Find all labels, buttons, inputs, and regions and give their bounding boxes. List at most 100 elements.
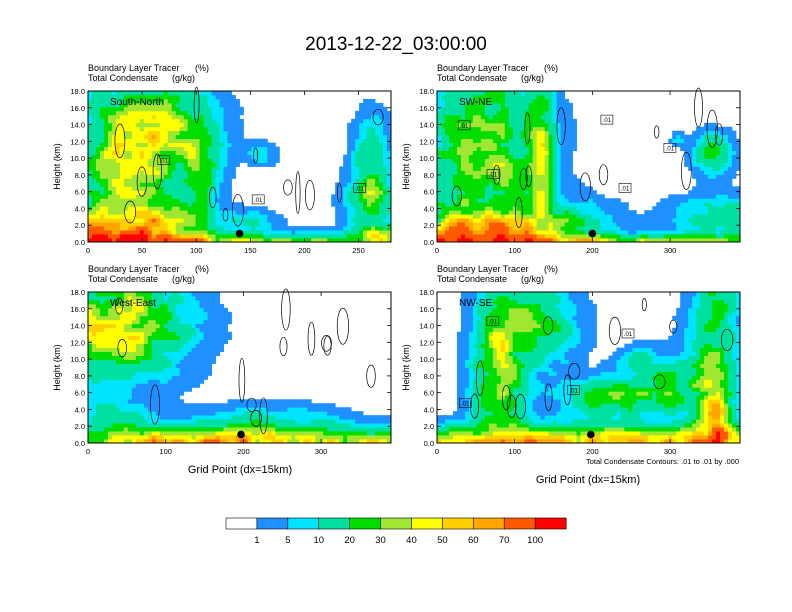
field-cell — [351, 170, 356, 175]
field-cell — [720, 162, 725, 167]
field-cell — [448, 214, 454, 219]
field-cell — [440, 94, 446, 100]
field-cell — [472, 126, 478, 132]
field-cell — [99, 315, 105, 321]
field-cell — [708, 198, 713, 203]
field-cell — [99, 230, 105, 235]
field-cell — [99, 170, 105, 175]
field-cell — [672, 238, 677, 243]
field-cell — [111, 222, 117, 227]
field-cell — [496, 146, 502, 151]
field-cell — [191, 114, 197, 120]
field-cell — [520, 118, 526, 124]
field-cell — [203, 186, 209, 191]
field-cell — [99, 190, 105, 195]
field-cell — [103, 311, 109, 317]
field-cell — [159, 158, 165, 163]
field-cell — [107, 315, 113, 321]
field-cell — [359, 138, 364, 144]
field-cell — [548, 182, 554, 187]
field-cell — [724, 162, 729, 167]
field-cell — [516, 238, 522, 243]
field-cell — [147, 98, 153, 104]
field-cell — [512, 154, 518, 159]
field-cell — [147, 146, 153, 151]
field-cell — [437, 238, 442, 243]
field-cell — [143, 427, 149, 432]
field-cell — [728, 146, 733, 151]
field-cell — [508, 190, 514, 195]
field-cell — [139, 222, 145, 227]
field-cell — [151, 391, 157, 396]
field-cell — [171, 130, 177, 136]
field-cell — [560, 194, 565, 199]
field-cell — [107, 335, 113, 341]
y-tick-label: 4.0 — [75, 204, 85, 213]
field-cell — [363, 230, 368, 235]
field-cell — [375, 198, 380, 203]
field-cell — [708, 142, 713, 148]
figure-title: 2013-12-22_03:00:00 — [305, 34, 487, 55]
field-cell — [283, 226, 288, 231]
field-cell — [91, 307, 97, 313]
field-cell — [95, 230, 101, 235]
field-cell — [367, 110, 372, 116]
field-cell — [131, 379, 137, 384]
field-cell — [556, 142, 561, 148]
field-cell — [131, 383, 137, 388]
field-cell — [680, 206, 685, 211]
field-cell — [464, 154, 470, 159]
field-cell — [163, 395, 169, 400]
field-cell — [536, 198, 542, 203]
field-cell — [604, 214, 609, 219]
field-cell — [119, 98, 125, 104]
field-cell — [343, 214, 348, 219]
field-cell — [387, 138, 392, 144]
field-cell — [724, 230, 729, 235]
field-cell — [179, 106, 185, 112]
field-cell — [139, 150, 145, 155]
field-cell — [452, 182, 458, 187]
field-cell — [508, 138, 514, 144]
field-cell — [532, 238, 538, 243]
field-cell — [371, 102, 376, 108]
field-cell — [492, 230, 498, 235]
field-cell — [143, 166, 149, 171]
field-cell — [676, 202, 681, 207]
field-cell — [732, 194, 737, 199]
field-cell — [532, 150, 538, 155]
field-cell — [504, 126, 510, 132]
field-cell — [139, 218, 145, 223]
field-cell — [448, 102, 454, 108]
field-cell — [540, 162, 546, 167]
field-cell — [115, 214, 121, 219]
field-cell — [207, 202, 212, 207]
field-cell — [223, 182, 228, 187]
field-cell — [139, 174, 145, 179]
field-cell — [163, 222, 169, 227]
field-cell — [259, 146, 264, 151]
field-cell — [163, 178, 169, 183]
field-cell — [111, 91, 117, 96]
field-cell — [195, 146, 201, 151]
field-cell — [452, 230, 458, 235]
field-cell — [91, 323, 97, 329]
field-cell — [704, 130, 709, 136]
field-cell — [263, 162, 268, 167]
field-cell — [135, 427, 141, 432]
field-cell — [247, 162, 252, 167]
field-cell — [155, 106, 161, 112]
field-cell — [163, 194, 169, 199]
field-cell — [283, 222, 288, 227]
field-cell — [476, 206, 482, 211]
field-cell — [91, 162, 97, 167]
field-cell — [131, 142, 137, 148]
field-cell — [500, 138, 506, 144]
field-cell — [536, 150, 542, 155]
field-cell — [612, 202, 617, 207]
field-cell — [568, 202, 573, 207]
field-cell — [211, 154, 216, 159]
field-cell — [484, 214, 490, 219]
field-cell — [708, 130, 713, 136]
field-cell — [239, 214, 244, 219]
